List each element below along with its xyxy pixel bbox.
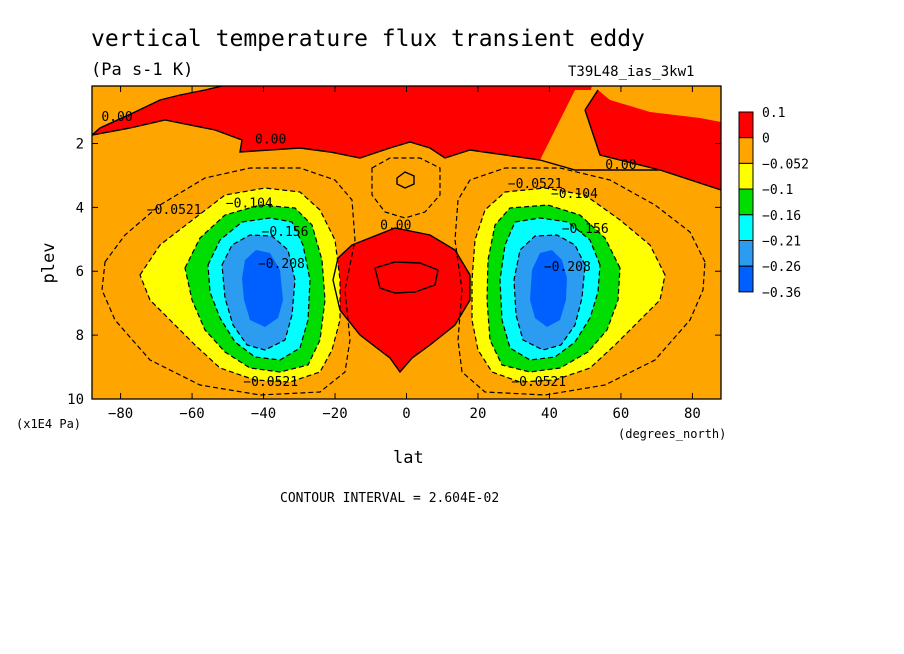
legend-swatch (738, 137, 754, 164)
contour-value-label: −0.104 (226, 196, 273, 211)
zero-contour-upper (92, 119, 721, 191)
small-equator-ring (396, 171, 415, 189)
y-tick-label: 4 (76, 200, 84, 216)
legend-label: −0.052 (762, 157, 809, 172)
x-tick-label: 40 (541, 406, 558, 422)
x-axis-ticks: −80 −60 −40 −20 0 20 40 60 80 (108, 86, 701, 422)
x-tick-label: −80 (108, 406, 133, 422)
contour-value-label: −0.104 (551, 187, 598, 202)
contour-value-label: 0.00 (101, 110, 132, 125)
contour-value-label: 0.00 (605, 158, 636, 173)
x-units-label: (degrees_north) (618, 427, 726, 441)
legend-swatch (738, 214, 754, 242)
equator-inner-contour (374, 261, 439, 294)
north-deep-blue-core (530, 250, 567, 327)
upper-left-zero-patch (92, 86, 222, 135)
zero-contour-upper-left (92, 86, 223, 136)
y-axis-ticks: 2 4 6 8 10 (67, 136, 721, 408)
south-dashed-4 (221, 234, 296, 351)
chart-title: vertical temperature flux transient eddy (91, 26, 645, 52)
south-dashed-3 (207, 217, 311, 361)
south-dashed-2 (184, 204, 326, 373)
x-axis-title: lat (393, 448, 424, 468)
south-dashed-1 (139, 187, 341, 383)
x-tick-label: 60 (613, 406, 630, 422)
legend-label: 0.1 (762, 106, 785, 121)
y-tick-label: 8 (76, 328, 84, 344)
y-axis-title: plev (39, 243, 59, 284)
run-label: T39L48_ias_3kw1 (568, 64, 694, 80)
north-dashed-2 (486, 204, 621, 373)
upper-positive-region (92, 86, 721, 190)
legend-swatch (738, 265, 754, 293)
legend-label: −0.36 (762, 286, 801, 301)
y-tick-label: 2 (76, 136, 84, 152)
contour-value-label: −0.156 (262, 225, 309, 240)
north-dashed-outer (454, 167, 706, 396)
legend-label: 0 (762, 132, 770, 147)
x-tick-label: −60 (179, 406, 204, 422)
legend-swatch (738, 162, 754, 190)
dashed-contours (101, 157, 706, 396)
south-cell (140, 188, 340, 382)
legend-swatch (738, 111, 754, 139)
legend-swatch (738, 188, 754, 216)
contour-value-label: −0.0521 (508, 177, 563, 192)
y-tick-label: 10 (67, 392, 84, 408)
y-tick-label: 6 (76, 264, 84, 280)
contour-value-label: −0.0521 (243, 375, 298, 390)
x-tick-label: −40 (251, 406, 276, 422)
upper-right-zero-patch (585, 86, 721, 122)
y-units-label: (x1E4 Pa) (16, 417, 81, 431)
zero-contour-equator (332, 227, 471, 374)
north-cell (472, 188, 665, 382)
north-dashed-1 (471, 187, 666, 383)
legend-label: −0.26 (762, 260, 801, 275)
color-legend: 0.1 0 −0.052 −0.1 −0.16 −0.21 −0.26 −0.36 (738, 106, 809, 301)
north-dashed-4 (513, 234, 586, 351)
equator-dashed (371, 157, 441, 219)
contour-value-label: −0.208 (544, 260, 591, 275)
plot-area: 0.000.000.000.00−0.0521 −0.104−0.156−0.20… (92, 86, 721, 399)
equator-positive-region (333, 228, 470, 372)
south-dashed-outer (101, 167, 356, 396)
contour-value-label: 0.00 (255, 132, 286, 147)
south-deep-blue-core (242, 250, 283, 327)
legend-label: −0.1 (762, 183, 793, 198)
contour-lines (92, 86, 721, 374)
legend-swatch (738, 240, 754, 267)
legend-label: −0.16 (762, 209, 801, 224)
contour-value-label: 0.00 (380, 219, 411, 234)
x-tick-label: 0 (402, 406, 410, 422)
chart-units: (Pa s-1 K) (91, 60, 193, 80)
x-tick-label: 80 (684, 406, 701, 422)
contour-value-label: −0.156 (562, 222, 609, 237)
north-dashed-3 (499, 217, 601, 361)
contour-labels: 0.000.000.000.00−0.0521 −0.104−0.156−0.20… (101, 110, 636, 390)
x-tick-label: −20 (322, 406, 347, 422)
x-tick-label: 20 (470, 406, 487, 422)
contour-value-label: −0.0521 (147, 203, 202, 218)
legend-label: −0.21 (762, 235, 801, 250)
contour-value-label: −0.0521 (511, 375, 566, 390)
contour-interval-label: CONTOUR INTERVAL = 2.604E-02 (280, 491, 499, 506)
contour-value-label: −0.208 (258, 257, 305, 272)
zero-contour-upper-right (584, 89, 661, 171)
